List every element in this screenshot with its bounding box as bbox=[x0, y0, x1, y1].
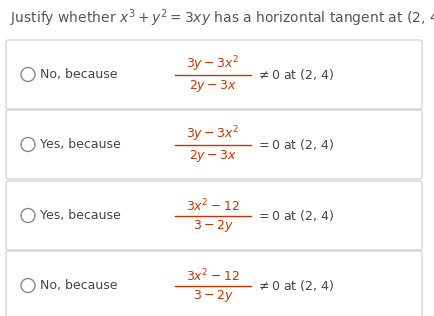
Text: $3-2y$: $3-2y$ bbox=[193, 218, 233, 234]
Text: $=0$ at (2, 4): $=0$ at (2, 4) bbox=[256, 137, 334, 152]
Text: $\neq 0$ at (2, 4): $\neq 0$ at (2, 4) bbox=[256, 67, 334, 82]
FancyBboxPatch shape bbox=[6, 110, 422, 179]
Text: $3x^2-12$: $3x^2-12$ bbox=[186, 267, 240, 284]
Text: $2y-3x$: $2y-3x$ bbox=[189, 148, 237, 163]
Text: $3y-3x^2$: $3y-3x^2$ bbox=[186, 55, 240, 74]
Text: Yes, because: Yes, because bbox=[40, 209, 121, 222]
Text: $3-2y$: $3-2y$ bbox=[193, 289, 233, 305]
Text: $3y-3x^2$: $3y-3x^2$ bbox=[186, 125, 240, 144]
Text: No, because: No, because bbox=[40, 279, 118, 292]
Circle shape bbox=[21, 209, 35, 222]
FancyBboxPatch shape bbox=[6, 251, 422, 316]
Text: $3x^2-12$: $3x^2-12$ bbox=[186, 197, 240, 214]
Circle shape bbox=[21, 278, 35, 293]
Text: $=0$ at (2, 4): $=0$ at (2, 4) bbox=[256, 208, 334, 223]
Text: Yes, because: Yes, because bbox=[40, 138, 121, 151]
Circle shape bbox=[21, 68, 35, 82]
Circle shape bbox=[21, 137, 35, 151]
FancyBboxPatch shape bbox=[6, 40, 422, 109]
Text: $\neq 0$ at (2, 4): $\neq 0$ at (2, 4) bbox=[256, 278, 334, 293]
Text: Justify whether $x^3 + y^2 = 3xy$ has a horizontal tangent at (2, 4).: Justify whether $x^3 + y^2 = 3xy$ has a … bbox=[10, 7, 434, 29]
Text: $2y-3x$: $2y-3x$ bbox=[189, 77, 237, 94]
FancyBboxPatch shape bbox=[6, 181, 422, 250]
Text: No, because: No, because bbox=[40, 68, 118, 81]
